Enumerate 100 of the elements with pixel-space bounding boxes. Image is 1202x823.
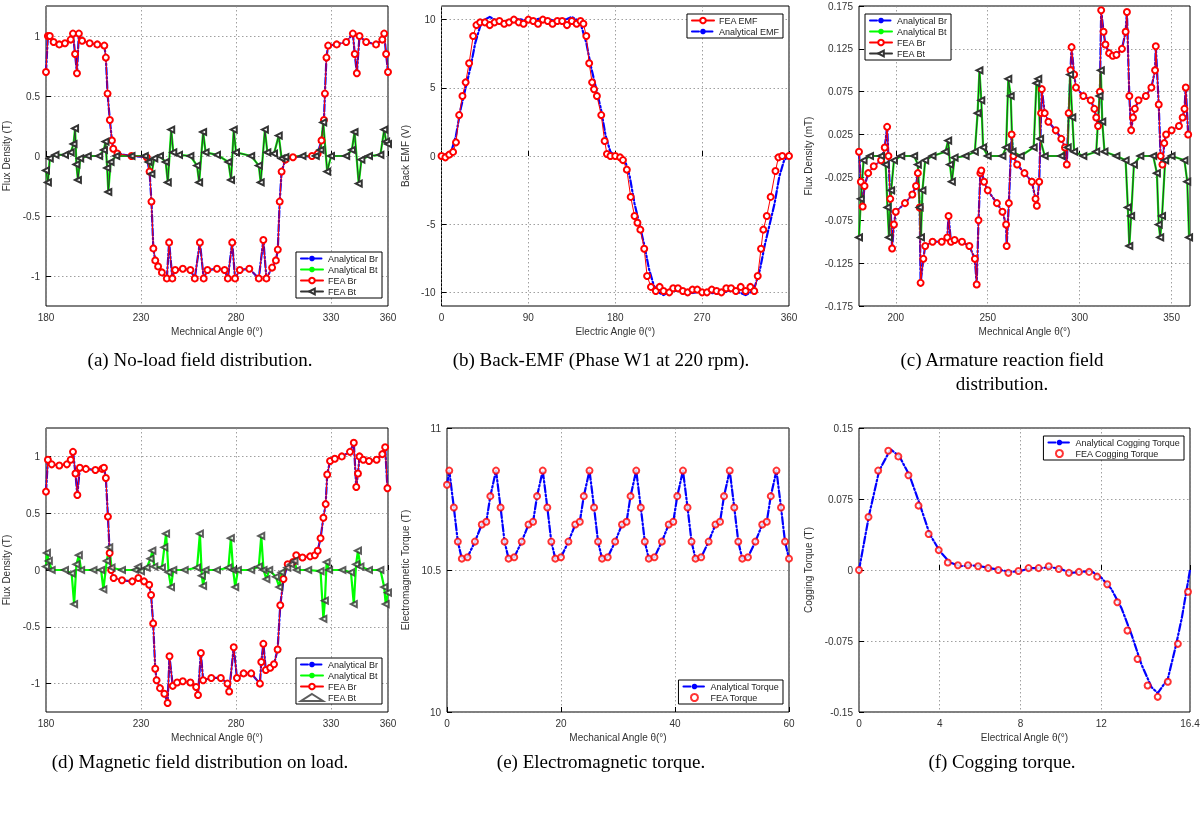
y-tick-label: 0.175 <box>827 0 854 12</box>
x-tick-label: 330 <box>322 717 340 729</box>
point <box>1044 562 1053 571</box>
legend-label: FEA Bt <box>327 692 357 703</box>
y-tick-label: 0.5 <box>26 90 41 102</box>
point <box>934 546 943 555</box>
text: (e) Electromagnetic torque. <box>495 750 707 774</box>
legend-label: FEA Br <box>327 275 357 286</box>
y-tick-label: 5 <box>429 82 436 94</box>
y-tick-label: 0.075 <box>827 86 854 98</box>
legend-label: Analytical Br <box>897 15 948 26</box>
x-tick-label: 200 <box>887 311 905 323</box>
legend-label: Analytical Bt <box>327 264 378 275</box>
y-tick-label: -0.5 <box>22 621 41 633</box>
y-tick-label: 0 <box>429 150 436 162</box>
point <box>1004 568 1013 577</box>
x-axis-title: Mechnical Angle θ(°) <box>171 326 263 338</box>
y-tick-label: -1 <box>31 270 41 282</box>
text: (f) Cogging torque. <box>927 750 1077 774</box>
y-axis-title: Cogging Torque (T) <box>803 527 815 613</box>
y-tick-label: -0.175 <box>824 300 854 312</box>
y-tick-label: 0.125 <box>827 43 854 55</box>
point <box>943 558 952 567</box>
x-tick-label: 40 <box>669 717 681 729</box>
x-axis-title: Mechnical Angle θ(°) <box>171 732 263 744</box>
point <box>874 466 883 475</box>
y-tick-label: 1 <box>34 30 41 42</box>
point <box>924 530 933 539</box>
point <box>1123 626 1132 635</box>
y-tick-label: 1 <box>34 450 41 462</box>
legend-label: FEA Bt <box>897 48 926 59</box>
y-axis-title: Flux Density (T) <box>1 120 13 192</box>
point <box>1085 567 1094 576</box>
x-tick-label: 300 <box>1071 311 1089 323</box>
y-tick-label: -0.075 <box>824 214 854 226</box>
text: (b) Back-EMF (Phase W1 at 220 rpm). <box>451 348 751 372</box>
x-tick-label: 4 <box>936 717 943 729</box>
x-tick-label: 330 <box>322 311 340 323</box>
point <box>1153 692 1162 701</box>
y-tick-label: -0.5 <box>22 210 41 222</box>
x-tick-label: 280 <box>227 311 245 323</box>
y-axis-title: Back EMF (V) <box>399 124 411 188</box>
x-tick-label: 0 <box>444 717 451 729</box>
x-tick-label: 12 <box>1095 717 1108 729</box>
y-axis-title: Flux Density (mT) <box>803 116 815 196</box>
y-tick-label: 10.5 <box>421 564 442 576</box>
text: (d) Magnetic field distribution on load. <box>50 750 350 774</box>
point <box>1064 568 1073 577</box>
legend-label: FEA EMF <box>718 15 758 26</box>
x-tick-label: 350 <box>1163 311 1181 323</box>
x-tick-label: 16.4 <box>1180 717 1201 729</box>
x-tick-label: 360 <box>780 311 798 323</box>
point <box>1034 564 1043 573</box>
text: (a) No-load field distribution. <box>86 348 314 372</box>
y-axis-title: Electromagnetic Torque (T) <box>400 509 412 631</box>
y-tick-label: -10 <box>421 286 436 298</box>
y-tick-label: 0 <box>34 564 41 576</box>
point <box>1133 654 1142 663</box>
x-tick-label: 280 <box>227 717 245 729</box>
point <box>914 501 923 510</box>
y-axis-title: Flux Density (T) <box>1 534 13 606</box>
point <box>1014 566 1023 575</box>
x-tick-label: 90 <box>522 311 535 323</box>
legend-label: Analytical EMF <box>718 26 780 37</box>
legend-label: Analytical Br <box>327 659 379 670</box>
y-tick-label: 11 <box>430 422 442 434</box>
point <box>1054 565 1063 574</box>
y-tick-label: 10 <box>424 14 436 26</box>
point <box>904 471 913 480</box>
point <box>1103 580 1112 589</box>
point <box>855 566 863 574</box>
legend-label: FEA Bt <box>327 286 357 297</box>
point <box>1143 681 1152 690</box>
y-tick-label: 0.15 <box>833 422 854 434</box>
x-tick-label: 0 <box>856 717 863 729</box>
x-tick-label: 360 <box>379 717 397 729</box>
x-tick-label: 20 <box>555 717 567 729</box>
point <box>1024 564 1033 573</box>
y-tick-label: -5 <box>426 218 436 230</box>
legend-label: Analytical Torque <box>710 681 779 692</box>
x-axis-title: Electrical Angle θ(°) <box>980 732 1069 744</box>
text: (c) Armature reaction field distribution. <box>899 348 1105 396</box>
point <box>953 561 962 570</box>
point <box>894 452 903 461</box>
point <box>1113 598 1122 607</box>
point <box>1075 567 1083 576</box>
legend-label: Analytical Bt <box>327 670 378 681</box>
x-tick-label: 8 <box>1017 717 1024 729</box>
y-tick-label: 0.075 <box>827 493 854 505</box>
y-tick-label: 0 <box>34 150 41 162</box>
y-tick-label: 0 <box>847 564 854 576</box>
x-axis-title: Mechanical Angle θ(°) <box>569 732 667 744</box>
point <box>864 512 873 521</box>
x-tick-label: 250 <box>979 311 997 323</box>
legend-label: FEA Torque <box>710 692 758 703</box>
point <box>1093 572 1102 581</box>
x-axis-title: Mechnical Angle θ(°) <box>978 326 1071 338</box>
point <box>1173 639 1182 648</box>
x-tick-label: 60 <box>783 717 795 729</box>
legend-label: FEA Cogging Torque <box>1075 448 1159 459</box>
